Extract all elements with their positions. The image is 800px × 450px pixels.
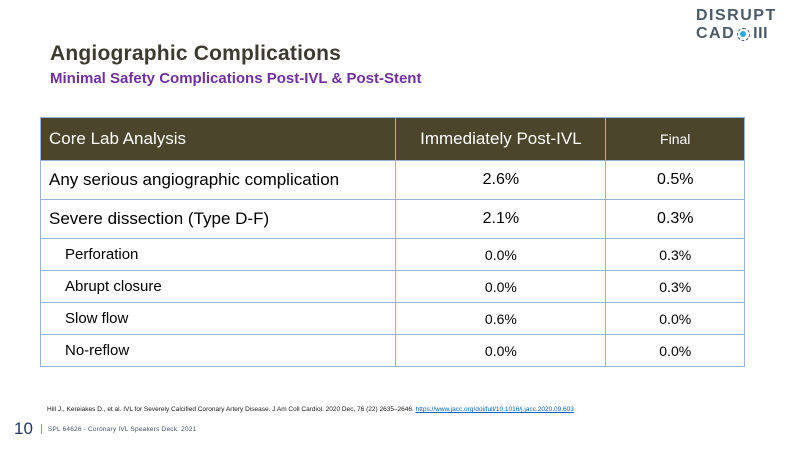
row-label: Slow flow — [65, 310, 129, 327]
row-value-post-ivl: 2.1% — [395, 200, 605, 238]
table-row: No-reflow 0.0% 0.0% — [41, 334, 744, 366]
page-number: 10 — [14, 419, 33, 438]
table-row: Severe dissection (Type D-F) 2.1% 0.3% — [41, 199, 744, 238]
row-value-final: 0.3% — [605, 200, 743, 238]
table-row: Perforation 0.0% 0.3% — [41, 238, 744, 270]
row-value-final: 0.3% — [605, 271, 743, 302]
circle-dot-icon — [737, 27, 751, 41]
row-value-post-ivl: 0.0% — [395, 239, 605, 270]
table-row: Any serious angiographic complication 2.… — [41, 160, 744, 199]
disrupt-cad-logo: DISRUPT CAD III — [696, 8, 788, 42]
citation-footnote: Hill J., Kereiakes D., et al. IVL for Se… — [47, 406, 767, 413]
row-label: Severe dissection (Type D-F) — [49, 209, 270, 228]
row-label: No-reflow — [65, 342, 130, 359]
row-value-post-ivl: 2.6% — [395, 161, 605, 199]
citation-link[interactable]: https://www.jacc.org/doi/full/10.1016/j.… — [415, 406, 574, 413]
column-header-core-lab: Core Lab Analysis — [49, 129, 187, 148]
row-label: Abrupt closure — [65, 278, 162, 295]
row-value-final: 0.0% — [605, 335, 743, 366]
row-value-post-ivl: 0.6% — [395, 303, 605, 334]
footer-divider — [40, 424, 42, 434]
row-value-final: 0.0% — [605, 303, 743, 334]
column-header-post-ivl: Immediately Post-IVL — [395, 118, 605, 160]
row-value-post-ivl: 0.0% — [395, 335, 605, 366]
row-value-final: 0.3% — [605, 239, 743, 270]
row-label: Perforation — [65, 246, 139, 263]
complications-table: Core Lab Analysis Immediately Post-IVL F… — [40, 117, 745, 367]
table-row: Abrupt closure 0.0% 0.3% — [41, 270, 744, 302]
slide-title: Angiographic Complications — [50, 42, 342, 65]
slide-subtitle: Minimal Safety Complications Post-IVL & … — [50, 70, 422, 87]
logo-numeral-iii: III — [753, 25, 769, 42]
logo-text-disrupt: DISRUPT — [696, 7, 777, 24]
table-row: Slow flow 0.6% 0.0% — [41, 302, 744, 334]
row-label: Any serious angiographic complication — [49, 170, 340, 189]
slide-footer: 10 SPL 64626 - Coronary IVL Speakers Dec… — [14, 419, 196, 439]
citation-text: Hill J., Kereiakes D., et al. IVL for Se… — [47, 406, 414, 413]
logo-text-cad: CAD — [696, 25, 736, 42]
footer-label: SPL 64626 - Coronary IVL Speakers Deck: … — [47, 425, 197, 433]
row-value-final: 0.5% — [605, 161, 743, 199]
table-header-row: Core Lab Analysis Immediately Post-IVL F… — [41, 118, 744, 160]
row-value-post-ivl: 0.0% — [395, 271, 605, 302]
column-header-final: Final — [605, 118, 743, 160]
